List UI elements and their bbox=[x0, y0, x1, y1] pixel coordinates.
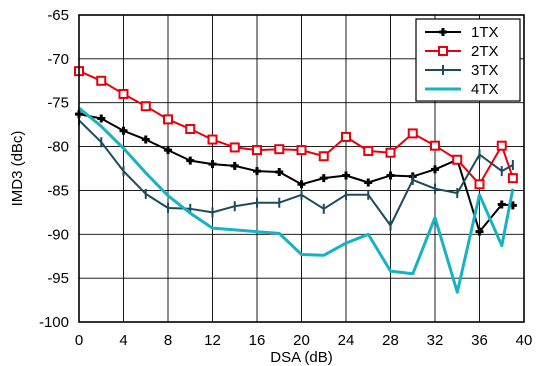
y-tick-label: -70 bbox=[47, 51, 69, 68]
data-point-2TX bbox=[118, 88, 129, 99]
data-point-2TX bbox=[496, 140, 507, 151]
x-tick-label: 28 bbox=[382, 332, 399, 349]
legend-item-3TX: 3TX bbox=[425, 62, 499, 79]
data-point-2TX bbox=[163, 114, 173, 125]
data-point-1TX bbox=[297, 180, 306, 189]
series-line-4TX bbox=[78, 106, 515, 294]
series-3TX bbox=[78, 115, 514, 231]
x-tick-label: 40 bbox=[516, 332, 533, 349]
data-point-1TX bbox=[230, 161, 239, 170]
legend-item-4TX: 4TX bbox=[425, 81, 499, 98]
data-point-1TX bbox=[119, 126, 128, 135]
x-tick-label: 20 bbox=[293, 332, 310, 349]
data-point-2TX bbox=[318, 151, 329, 162]
data-point-1TX bbox=[97, 114, 106, 123]
data-point-1TX bbox=[475, 227, 484, 236]
data-point-1TX bbox=[364, 178, 373, 187]
legend-marker bbox=[438, 46, 448, 56]
series-4TX bbox=[78, 106, 515, 294]
data-point-1TX bbox=[164, 146, 172, 155]
data-point-2TX bbox=[96, 75, 107, 86]
data-point-1TX bbox=[319, 174, 328, 183]
data-point-1TX bbox=[386, 171, 395, 180]
legend: 1TX 2TX 3TX 4TX bbox=[415, 18, 521, 102]
legend-label: 3TX bbox=[471, 62, 499, 79]
data-point-2TX bbox=[430, 140, 440, 151]
y-tick-label: -85 bbox=[47, 182, 69, 199]
data-point-2TX bbox=[229, 142, 240, 153]
y-tick-label: -75 bbox=[47, 95, 69, 112]
legend-item-2TX: 2TX bbox=[425, 43, 499, 60]
y-tick-label: -65 bbox=[47, 7, 69, 24]
x-tick-label: 4 bbox=[119, 332, 127, 349]
data-point-2TX bbox=[452, 154, 463, 165]
data-point-1TX bbox=[275, 168, 284, 177]
x-axis-label: DSA (dB) bbox=[270, 349, 333, 366]
legend-label: 2TX bbox=[471, 43, 499, 60]
y-tick-label: -80 bbox=[47, 139, 69, 156]
data-point-2TX bbox=[507, 173, 518, 184]
x-tick-label: 36 bbox=[471, 332, 488, 349]
x-tick-label: 24 bbox=[338, 332, 355, 349]
x-tick-label: 0 bbox=[75, 332, 83, 349]
data-point-1TX bbox=[497, 200, 506, 209]
data-point-1TX bbox=[253, 167, 261, 176]
data-point-1TX bbox=[431, 165, 439, 174]
data-point-2TX bbox=[140, 101, 151, 112]
data-point-2TX bbox=[185, 124, 196, 135]
data-point-1TX bbox=[186, 156, 195, 165]
data-point-2TX bbox=[296, 145, 307, 156]
data-point-2TX bbox=[207, 134, 218, 145]
x-tick-label: 8 bbox=[164, 332, 172, 349]
series-layer bbox=[74, 66, 518, 294]
x-tick-label: 12 bbox=[204, 332, 221, 349]
y-tick-label: -100 bbox=[39, 314, 69, 331]
x-tick-label: 16 bbox=[249, 332, 266, 349]
plot-frame bbox=[78, 14, 525, 323]
data-point-1TX bbox=[141, 135, 150, 144]
x-tick-label: 32 bbox=[427, 332, 444, 349]
data-point-1TX bbox=[342, 171, 350, 180]
data-point-2TX bbox=[274, 144, 285, 155]
data-point-2TX bbox=[363, 145, 374, 156]
legend-item-1TX: 1TX bbox=[425, 24, 499, 41]
data-point-1TX bbox=[208, 160, 217, 169]
legend-label: 1TX bbox=[471, 24, 499, 41]
data-point-2TX bbox=[341, 131, 351, 142]
y-tick-label: -90 bbox=[47, 226, 69, 243]
tick-labels: 0 4 8 12 16 20 24 28 32 36 40 -65 -70 -75 -80 -85 -90 -95… bbox=[39, 7, 532, 349]
y-axis-label: IMD3 (dBc) bbox=[9, 131, 26, 207]
data-point-2TX bbox=[474, 179, 485, 190]
data-point-2TX bbox=[407, 128, 418, 139]
legend-label: 4TX bbox=[471, 81, 499, 98]
data-point-2TX bbox=[252, 145, 262, 156]
series-2TX bbox=[74, 66, 518, 190]
data-point-2TX bbox=[385, 147, 396, 158]
y-tick-label: -95 bbox=[47, 270, 69, 287]
legend-marker bbox=[439, 28, 447, 36]
